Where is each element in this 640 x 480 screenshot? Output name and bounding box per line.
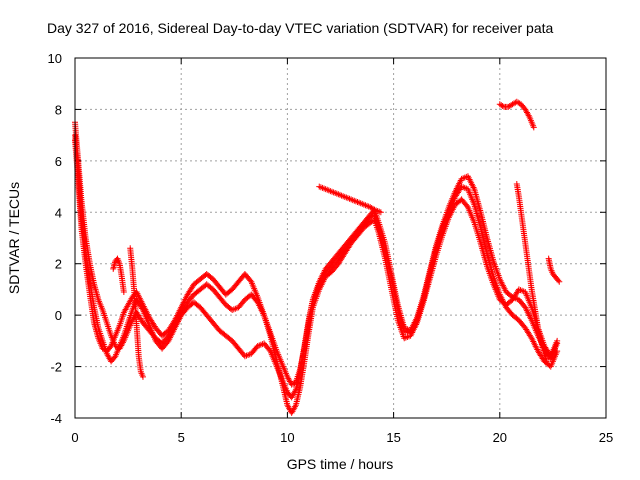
chart-title: Day 327 of 2016, Sidereal Day-to-day VTE… xyxy=(47,20,554,36)
data-point xyxy=(370,205,377,212)
data-series xyxy=(72,98,563,416)
x-tick-label: 0 xyxy=(71,430,78,445)
data-point xyxy=(139,373,146,380)
plot-frame xyxy=(74,57,607,419)
y-tick-label: 4 xyxy=(55,205,62,220)
y-tick-label: 2 xyxy=(55,257,62,272)
y-tick-label: -4 xyxy=(50,411,62,426)
series-arc1 xyxy=(72,119,561,416)
data-point xyxy=(120,289,127,295)
x-tick-label: 25 xyxy=(599,430,613,445)
y-tick-label: -2 xyxy=(50,360,62,375)
series-arc3 xyxy=(72,137,561,388)
data-point xyxy=(463,202,470,209)
data-point xyxy=(543,358,550,365)
data-point xyxy=(377,209,384,216)
series-arc9 xyxy=(110,255,127,295)
series-arc7 xyxy=(545,255,563,285)
data-point xyxy=(530,124,537,131)
data-point xyxy=(266,346,273,353)
y-axis-label: SDTVAR / TECUs xyxy=(6,182,22,294)
series-arc4 xyxy=(316,183,384,216)
x-tick-label: 5 xyxy=(178,430,185,445)
y-tick-label: 8 xyxy=(55,102,62,117)
data-point xyxy=(107,344,114,351)
x-tick-label: 10 xyxy=(280,430,294,445)
data-point xyxy=(555,277,562,284)
y-tick-label: 10 xyxy=(48,51,62,66)
data-point xyxy=(527,333,534,340)
y-tick-label: 0 xyxy=(55,308,62,323)
data-point xyxy=(170,318,177,325)
data-point xyxy=(499,103,506,109)
x-tick-label: 20 xyxy=(493,430,507,445)
series-arc5 xyxy=(496,98,537,131)
x-tick-label: 15 xyxy=(386,430,400,445)
y-tick-label: 6 xyxy=(55,154,62,169)
data-point xyxy=(554,340,561,347)
series-arc6 xyxy=(513,181,550,365)
series-arc8 xyxy=(127,245,146,380)
data-point xyxy=(556,278,563,285)
x-axis-label: GPS time / hours xyxy=(287,456,394,472)
